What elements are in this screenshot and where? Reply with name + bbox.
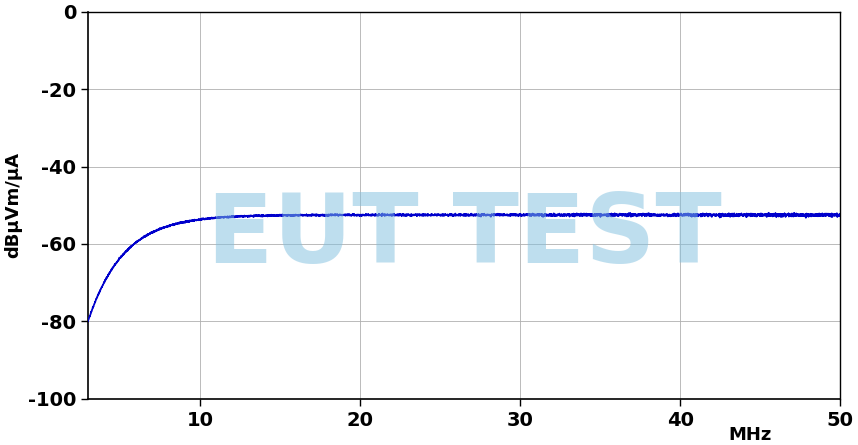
Text: MHz: MHz <box>728 426 771 444</box>
Y-axis label: dBµVm/µA: dBµVm/µA <box>4 152 22 258</box>
Text: EUT TEST: EUT TEST <box>207 190 722 283</box>
